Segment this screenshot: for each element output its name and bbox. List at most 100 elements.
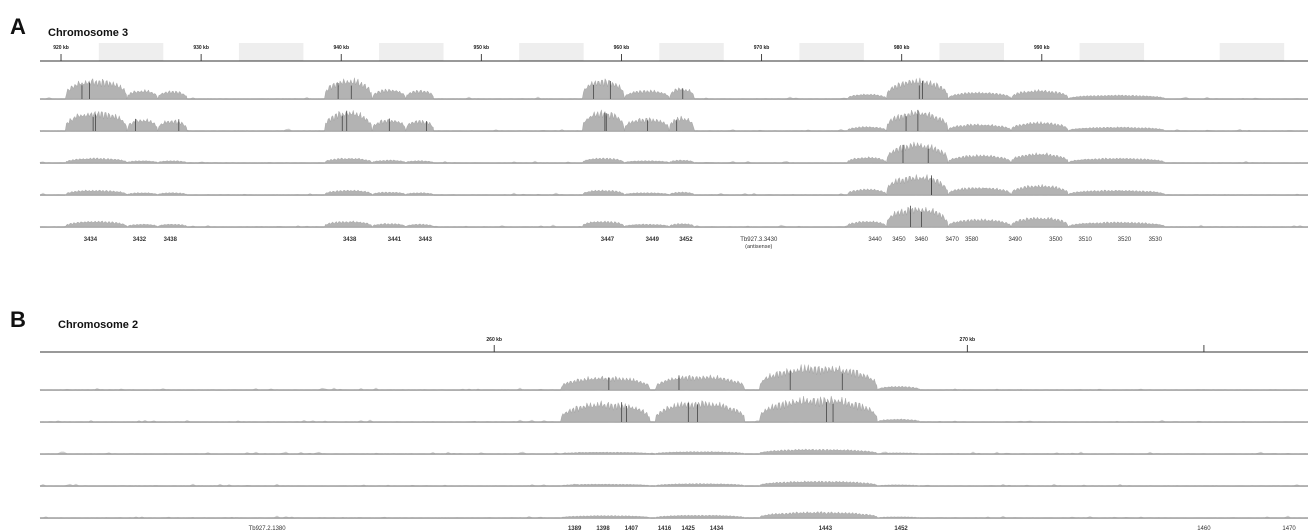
- coverage-peak: [846, 156, 887, 164]
- gene-label: 3438: [343, 237, 357, 243]
- gene-label: 3441: [388, 237, 402, 243]
- coverage-peak: [64, 189, 128, 196]
- gene-label: 3443: [419, 237, 433, 243]
- coverage-peak: [126, 89, 158, 100]
- gene-label: 1389: [568, 526, 582, 532]
- coverage-peak: [886, 206, 949, 228]
- gene-label: 3434: [84, 237, 98, 243]
- coverage-peak: [560, 451, 651, 455]
- coverage-track: [39, 173, 1309, 196]
- axis-band: [238, 43, 304, 61]
- coverage-peak: [876, 418, 921, 423]
- gene-label: 3530: [1149, 237, 1163, 243]
- coverage-peak: [126, 223, 159, 228]
- coverage-peak: [623, 192, 670, 196]
- coverage-peak: [624, 117, 670, 132]
- panel-a-letter: A: [10, 14, 26, 39]
- kb-tick-label: 960 kb: [614, 45, 630, 51]
- coverage-peak: [157, 90, 188, 100]
- coverage-peak: [947, 218, 1012, 228]
- axis-band: [98, 43, 164, 61]
- coverage-peak: [758, 511, 878, 519]
- gene-label: 3520: [1118, 237, 1132, 243]
- coverage-peak: [64, 220, 128, 228]
- coverage-peak: [324, 77, 373, 100]
- axis-band: [1219, 43, 1285, 61]
- coverage-peak: [65, 110, 128, 132]
- panel-b-title: Chromosome 2: [58, 319, 138, 331]
- gene-label: 3580: [965, 237, 979, 243]
- coverage-peak: [371, 191, 406, 196]
- gene-label: 1470: [1282, 526, 1296, 532]
- coverage-peak: [947, 91, 1012, 100]
- coverage-peak: [947, 186, 1012, 196]
- coverage-peak: [668, 159, 695, 164]
- coverage-peak: [1010, 121, 1069, 132]
- coverage-peak: [886, 173, 949, 196]
- coverage-peak: [581, 157, 625, 164]
- coverage-peak: [405, 192, 434, 196]
- coverage-peak: [157, 119, 188, 132]
- coverage-peak: [1010, 89, 1069, 100]
- gene-label: 1434: [710, 526, 724, 532]
- gene-label-note: (antisense): [745, 244, 772, 250]
- coverage-peak: [877, 452, 921, 455]
- coverage-peak: [1068, 126, 1166, 132]
- coverage-peak: [405, 89, 434, 100]
- gene-label: 3460: [915, 237, 929, 243]
- axis-band: [519, 43, 584, 61]
- coverage-peak: [126, 118, 158, 132]
- kb-tick-label: 260 kb: [486, 337, 502, 343]
- coverage-peak: [324, 189, 373, 196]
- coverage-peak: [1068, 94, 1166, 100]
- coverage-peak: [758, 395, 878, 423]
- coverage-peak: [371, 88, 406, 100]
- kb-tick-label: 950 kb: [474, 45, 490, 51]
- coverage-peak: [324, 220, 373, 228]
- kb-tick-label: 990 kb: [1034, 45, 1050, 51]
- coverage-peak: [846, 220, 887, 228]
- panel-b-chart: 260 kb 270 kb Tb927.2.1380 1389 1398 1407 1416…: [39, 337, 1309, 532]
- gene-label: 3447: [601, 237, 615, 243]
- gene-label: 1398: [596, 526, 610, 532]
- gene-label: 3510: [1079, 237, 1093, 243]
- gene-label: 3490: [1008, 237, 1022, 243]
- gene-label: 1416: [658, 526, 672, 532]
- coverage-peak: [1068, 189, 1166, 196]
- coverage-peak: [1010, 152, 1069, 164]
- kb-tick-label: 920 kb: [53, 45, 69, 51]
- gene-label: 3500: [1049, 237, 1063, 243]
- coverage-peak: [581, 189, 625, 196]
- gene-label: Tb927.3.3430: [740, 237, 778, 243]
- gene-label: 3470: [945, 237, 959, 243]
- coverage-peak: [877, 516, 921, 519]
- coverage-peak: [886, 109, 949, 132]
- coverage-peak: [371, 159, 406, 164]
- coverage-track: [39, 480, 1309, 487]
- gene-label: 1460: [1197, 526, 1211, 532]
- coverage-peak: [758, 480, 878, 487]
- gene-label: Tb927.2.1380: [249, 526, 287, 532]
- axis-band: [659, 43, 724, 61]
- coverage-peak: [947, 154, 1012, 164]
- coverage-peak: [668, 191, 695, 196]
- coverage-peak: [947, 123, 1012, 132]
- coverage-peak: [623, 223, 670, 228]
- kb-tick-label: 970 kb: [754, 45, 770, 51]
- coverage-peak: [65, 78, 128, 100]
- coverage-track: [39, 395, 1309, 423]
- coverage-peak: [654, 514, 746, 519]
- coverage-peak: [668, 87, 695, 100]
- gene-label: 1425: [682, 526, 696, 532]
- panel-a-chart: 920 kb 930 kb 940 kb 950 kb 960 kb 970 kb 980 …: [39, 43, 1309, 250]
- coverage-peak: [581, 220, 625, 228]
- coverage-peak: [157, 192, 188, 196]
- coverage-peak: [126, 192, 159, 196]
- gene-label: 3452: [679, 237, 693, 243]
- coverage-peak: [846, 93, 887, 100]
- coverage-peak: [846, 126, 887, 132]
- coverage-peak: [324, 157, 373, 164]
- coverage-peak: [668, 223, 695, 228]
- coverage-peak: [624, 89, 670, 100]
- coverage-peak: [405, 119, 434, 132]
